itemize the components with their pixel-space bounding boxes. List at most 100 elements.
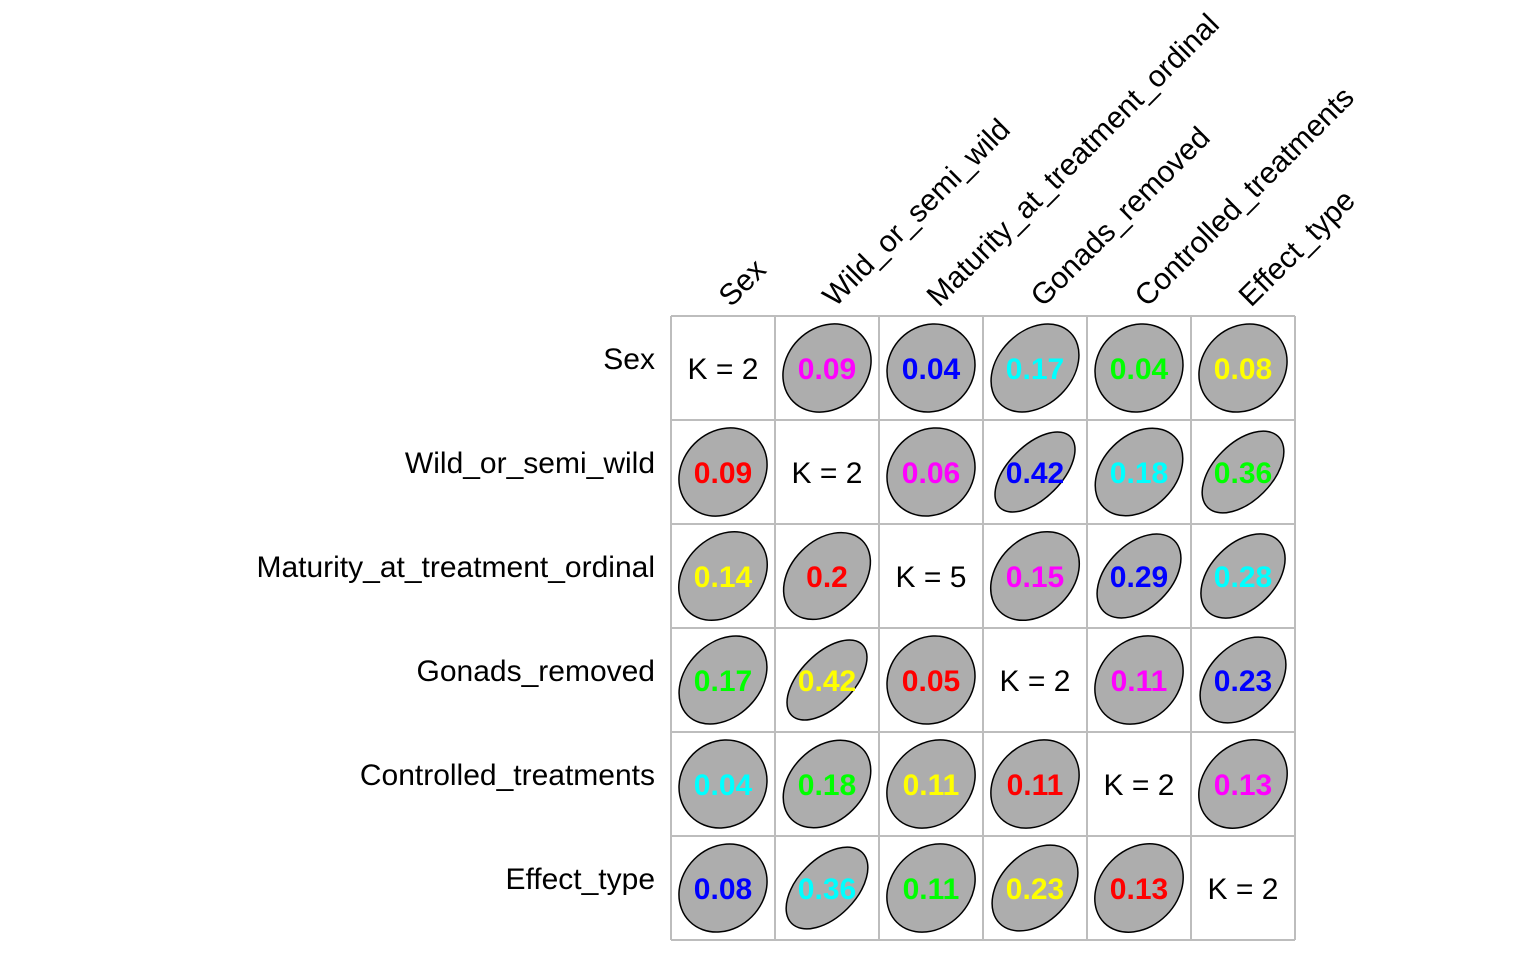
ellipse-mark-6-2 bbox=[785, 846, 869, 930]
ellipse-mark-3-1 bbox=[678, 531, 768, 621]
cell-1-5: 0.04 bbox=[1094, 323, 1184, 413]
row-label-sex: Sex bbox=[603, 343, 655, 376]
cell-4-3: 0.05 bbox=[886, 635, 976, 725]
cell-5-1: 0.04 bbox=[678, 739, 768, 829]
value-label-6-2: 0.36 bbox=[798, 873, 856, 906]
value-label-1-6: 0.08 bbox=[1214, 353, 1272, 386]
cell-3-5: 0.29 bbox=[1096, 533, 1182, 619]
value-label-6-5: 0.13 bbox=[1110, 873, 1168, 906]
ellipse-mark-2-6 bbox=[1201, 430, 1285, 514]
cell-1-2: 0.09 bbox=[782, 323, 872, 413]
column-label-gonads-removed: Gonads_removed bbox=[1025, 121, 1217, 313]
cell-3-1: 0.14 bbox=[678, 531, 768, 621]
matrix-grid bbox=[670, 315, 1296, 941]
cell-3-3: K = 5 bbox=[896, 561, 967, 594]
row-label-gonads-removed: Gonads_removed bbox=[417, 655, 655, 688]
ellipse-mark-3-4 bbox=[989, 530, 1081, 622]
ellipse-mark-2-3 bbox=[886, 427, 976, 517]
cell-6-1: 0.08 bbox=[678, 843, 768, 933]
value-label-3-2: 0.2 bbox=[806, 561, 848, 594]
cell-4-6: 0.23 bbox=[1199, 636, 1287, 724]
ellipse-mark-6-4 bbox=[991, 844, 1079, 932]
ellipse-mark-1-3 bbox=[886, 323, 976, 413]
cell-1-6: 0.08 bbox=[1198, 323, 1288, 413]
ellipse-mark-1-4 bbox=[990, 323, 1080, 413]
cell-5-3: 0.11 bbox=[886, 739, 976, 829]
cell-6-2: 0.36 bbox=[785, 846, 869, 930]
ellipse-mark-3-5 bbox=[1096, 533, 1182, 619]
row-labels: Sex Wild_or_semi_wild Maturity_at_treatmen… bbox=[256, 343, 655, 896]
cell-6-5: 0.13 bbox=[1094, 843, 1184, 933]
column-labels: Sex Wild_or_semi_wildMaturity_at_treatmen… bbox=[713, 8, 1362, 313]
cell-2-1: 0.09 bbox=[678, 427, 768, 517]
cell-2-3: 0.06 bbox=[886, 427, 976, 517]
ellipse-mark-6-5 bbox=[1094, 843, 1184, 933]
ellipse-mark-5-3 bbox=[886, 739, 976, 829]
value-label-2-4: 0.42 bbox=[1006, 457, 1064, 490]
ellipse-mark-4-1 bbox=[678, 635, 768, 725]
cell-6-4: 0.23 bbox=[991, 844, 1079, 932]
cell-5-6: 0.13 bbox=[1198, 739, 1288, 829]
cell-4-2: 0.42 bbox=[786, 639, 868, 721]
ellipse-mark-4-6 bbox=[1199, 636, 1287, 724]
value-label-1-3: 0.04 bbox=[902, 353, 961, 386]
value-label-2-3: 0.06 bbox=[902, 457, 960, 490]
cell-5-4: 0.11 bbox=[990, 739, 1080, 829]
value-label-4-2: 0.42 bbox=[798, 665, 856, 698]
value-label-1-2: 0.09 bbox=[798, 353, 856, 386]
value-label-6-3: 0.11 bbox=[903, 873, 960, 906]
cell-4-5: 0.11 bbox=[1094, 635, 1184, 725]
cell-5-5: K = 2 bbox=[1104, 769, 1175, 802]
cell-2-2: K = 2 bbox=[792, 457, 863, 490]
ellipse-mark-5-6 bbox=[1198, 739, 1288, 829]
row-label-controlled-treatments: Controlled_treatments bbox=[360, 759, 655, 792]
cell-4-4: K = 2 bbox=[1000, 665, 1071, 698]
cell-3-2: 0.2 bbox=[782, 531, 872, 621]
ellipse-mark-3-2 bbox=[782, 531, 872, 621]
value-label-2-5: 0.18 bbox=[1110, 457, 1168, 490]
value-label-1-5: 0.04 bbox=[1110, 353, 1169, 386]
cell-2-6: 0.36 bbox=[1201, 430, 1285, 514]
ellipse-mark-2-5 bbox=[1094, 427, 1184, 517]
value-label-4-1: 0.17 bbox=[694, 665, 752, 698]
value-label-3-5: 0.29 bbox=[1110, 561, 1168, 594]
ellipse-mark-1-2 bbox=[782, 323, 872, 413]
ellipse-mark-6-3 bbox=[886, 843, 976, 933]
value-label-4-5: 0.11 bbox=[1111, 665, 1168, 698]
ellipse-mark-1-5 bbox=[1094, 323, 1184, 413]
cell-6-3: 0.11 bbox=[886, 843, 976, 933]
value-label-6-4: 0.23 bbox=[1006, 873, 1064, 906]
value-label-4-6: 0.23 bbox=[1214, 665, 1272, 698]
value-label-2-1: 0.09 bbox=[694, 457, 752, 490]
value-label-3-4: 0.15 bbox=[1006, 561, 1064, 594]
cell-1-4: 0.17 bbox=[990, 323, 1080, 413]
column-label-wild-or-semi-wild: Wild_or_semi_wild bbox=[817, 113, 1017, 313]
cell-1-1: K = 2 bbox=[688, 353, 759, 386]
value-label-5-1: 0.04 bbox=[694, 769, 753, 802]
ellipse-mark-6-1 bbox=[678, 843, 768, 933]
value-label-5-4: 0.11 bbox=[1007, 769, 1064, 802]
value-label-2-6: 0.36 bbox=[1214, 457, 1272, 490]
diagonal-label-5: K = 2 bbox=[1104, 769, 1175, 802]
row-label-maturity-at-treatment-ordinal: Maturity_at_treatment_ordinal bbox=[256, 551, 655, 584]
value-label-6-1: 0.08 bbox=[694, 873, 752, 906]
value-label-4-3: 0.05 bbox=[902, 665, 960, 698]
diagonal-label-1: K = 2 bbox=[688, 353, 759, 386]
ellipse-mark-5-4 bbox=[990, 739, 1080, 829]
cell-4-1: 0.17 bbox=[678, 635, 768, 725]
ellipse-mark-5-2 bbox=[782, 739, 872, 829]
ellipse-mark-4-3 bbox=[886, 635, 976, 725]
cell-3-4: 0.15 bbox=[989, 530, 1081, 622]
diagonal-label-4: K = 2 bbox=[1000, 665, 1071, 698]
diagonal-label-3: K = 5 bbox=[896, 561, 967, 594]
cell-3-6: 0.28 bbox=[1200, 533, 1286, 619]
value-label-5-2: 0.18 bbox=[798, 769, 856, 802]
diagonal-label-2: K = 2 bbox=[792, 457, 863, 490]
ellipse-mark-5-1 bbox=[678, 739, 768, 829]
ellipse-mark-3-6 bbox=[1200, 533, 1286, 619]
matrix-cells: K = 2 0.09 0.04 0.17 0.04 0.08 0.09 K = 2 0.06 0.… bbox=[678, 323, 1288, 933]
row-label-wild-or-semi-wild: Wild_or_semi_wild bbox=[405, 447, 655, 480]
ellipse-mark-4-2 bbox=[786, 639, 868, 721]
ellipse-mark-4-5 bbox=[1094, 635, 1184, 725]
